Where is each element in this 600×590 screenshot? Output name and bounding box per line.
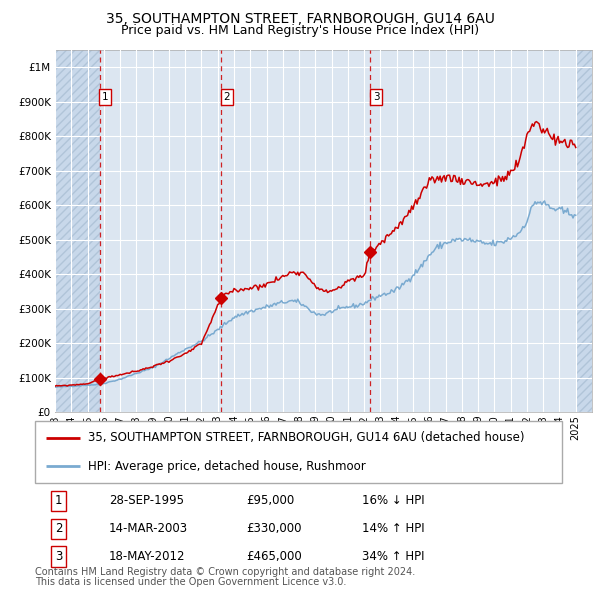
Text: 3: 3 — [55, 550, 62, 563]
Text: 2: 2 — [55, 522, 62, 535]
Text: 16% ↓ HPI: 16% ↓ HPI — [362, 494, 424, 507]
Text: Price paid vs. HM Land Registry's House Price Index (HPI): Price paid vs. HM Land Registry's House … — [121, 24, 479, 37]
Text: 2: 2 — [223, 92, 230, 102]
Text: 34% ↑ HPI: 34% ↑ HPI — [362, 550, 424, 563]
Text: 35, SOUTHAMPTON STREET, FARNBOROUGH, GU14 6AU: 35, SOUTHAMPTON STREET, FARNBOROUGH, GU1… — [106, 12, 494, 27]
Text: 3: 3 — [373, 92, 379, 102]
Text: 18-MAY-2012: 18-MAY-2012 — [109, 550, 185, 563]
Text: 1: 1 — [55, 494, 62, 507]
Text: 14% ↑ HPI: 14% ↑ HPI — [362, 522, 424, 535]
Text: 14-MAR-2003: 14-MAR-2003 — [109, 522, 188, 535]
Text: £95,000: £95,000 — [246, 494, 294, 507]
Text: 1: 1 — [102, 92, 109, 102]
Bar — [55, 50, 100, 412]
Text: 28-SEP-1995: 28-SEP-1995 — [109, 494, 184, 507]
Text: £330,000: £330,000 — [246, 522, 301, 535]
Text: Contains HM Land Registry data © Crown copyright and database right 2024.: Contains HM Land Registry data © Crown c… — [35, 567, 415, 577]
FancyBboxPatch shape — [35, 421, 562, 483]
Bar — [576, 50, 592, 412]
Text: 35, SOUTHAMPTON STREET, FARNBOROUGH, GU14 6AU (detached house): 35, SOUTHAMPTON STREET, FARNBOROUGH, GU1… — [88, 431, 524, 444]
Text: This data is licensed under the Open Government Licence v3.0.: This data is licensed under the Open Gov… — [35, 577, 346, 587]
Text: £465,000: £465,000 — [246, 550, 302, 563]
Text: HPI: Average price, detached house, Rushmoor: HPI: Average price, detached house, Rush… — [88, 460, 365, 473]
